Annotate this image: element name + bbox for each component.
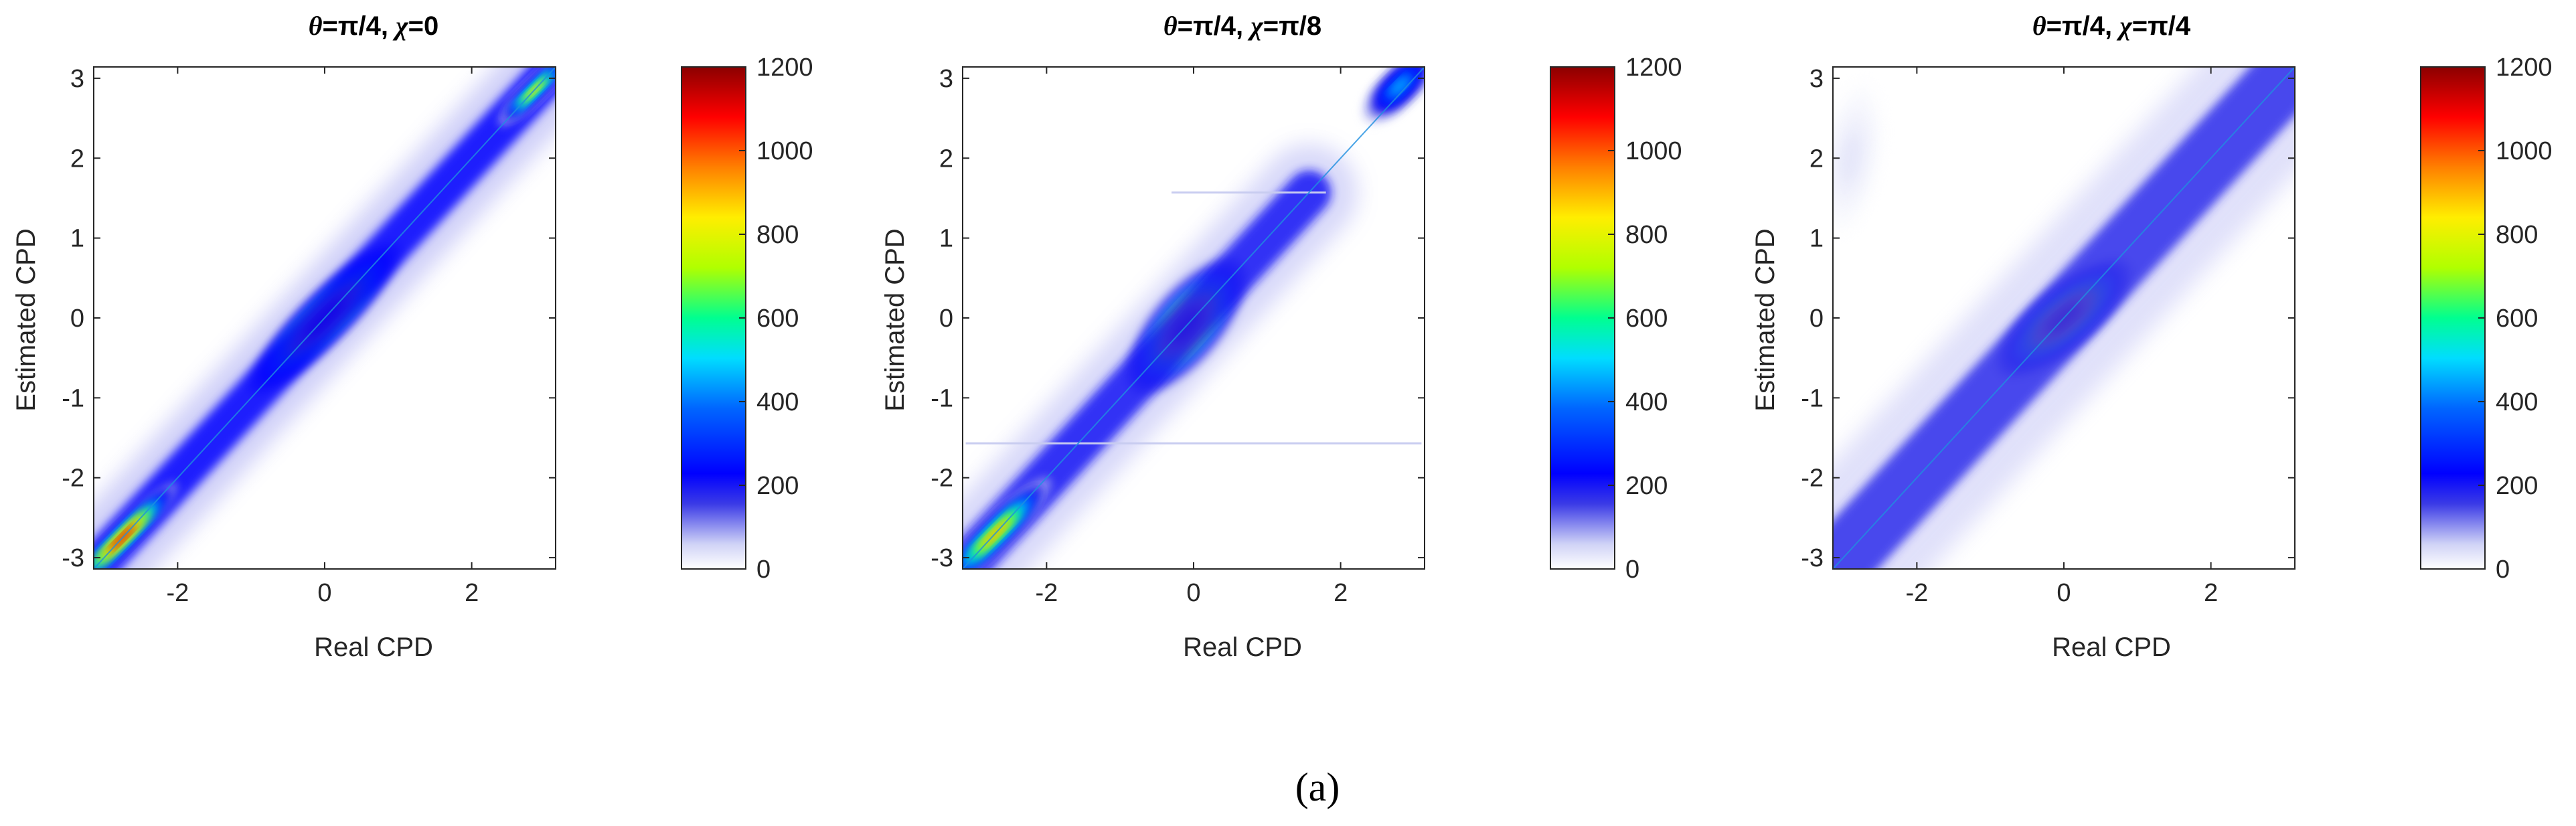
colorbar-tick-label: 1200 bbox=[1625, 54, 1682, 82]
panel-2-title: θ=π/4, χ=π/8 bbox=[1163, 11, 1321, 41]
heatmap bbox=[94, 67, 556, 569]
title-theta: θ bbox=[2032, 11, 2046, 41]
colorbar-tick-label: 1000 bbox=[2496, 137, 2553, 165]
panel-3: θ=π/4, χ=π/4 -2 0 2 -3 -2 -1 0 1 2 3 Real CPD Est… bbox=[1751, 11, 2553, 662]
colorbar-tick-label: 600 bbox=[756, 305, 799, 333]
y-tick-label: -1 bbox=[62, 384, 84, 412]
panel-1-title: θ=π/4, χ=0 bbox=[309, 11, 439, 41]
y-tick-label: -2 bbox=[1801, 465, 1824, 493]
colorbar-tick-label: 0 bbox=[1625, 556, 1639, 584]
y-tick-label: 0 bbox=[1809, 305, 1824, 333]
plot-area-1: -2 0 2 -3 -2 -1 0 1 2 3 bbox=[62, 65, 556, 607]
y-tick-label: -2 bbox=[931, 465, 953, 493]
colorbar-tick-label: 200 bbox=[2496, 472, 2538, 500]
ylabel-3: Estimated CPD bbox=[1751, 228, 1780, 411]
x-tick-label: -2 bbox=[1035, 579, 1058, 607]
y-tick-label: 3 bbox=[1809, 65, 1824, 93]
x-tick-label: 2 bbox=[2204, 579, 2218, 607]
y-tick-label: -1 bbox=[1801, 384, 1824, 412]
title-part: =π/4 bbox=[2132, 11, 2191, 41]
x-tick-label: 2 bbox=[465, 579, 479, 607]
y-tick-label: 2 bbox=[1809, 145, 1824, 173]
colorbar-gradient bbox=[1550, 66, 1615, 570]
colorbar-tick-label: 800 bbox=[2496, 221, 2538, 249]
colorbar-tick-label: 800 bbox=[756, 221, 799, 249]
colorbar-tick-label: 600 bbox=[1625, 305, 1668, 333]
x-tick-label: 0 bbox=[1186, 579, 1200, 607]
y-tick-label: 1 bbox=[70, 225, 84, 253]
x-tick-label: -2 bbox=[166, 579, 189, 607]
colorbar-tick-label: 0 bbox=[756, 556, 771, 584]
identity-line bbox=[963, 67, 1425, 569]
title-chi: χ bbox=[1247, 11, 1264, 41]
title-part: =π/4, bbox=[1178, 11, 1251, 41]
panel-1: θ=π/4, χ=0 -2 0 2 -3 -2 -1 0 1 2 3 Real CPD Estim… bbox=[11, 11, 813, 662]
x-tick-label: -2 bbox=[1905, 579, 1928, 607]
colorbar-tick-label: 1000 bbox=[756, 137, 813, 165]
title-theta: θ bbox=[1163, 11, 1178, 41]
panel-2: θ=π/4, χ=π/8 -2 0 2 -3 -2 -1 0 1 2 3 Real CPD Est… bbox=[880, 11, 1682, 662]
x-tick-label: 2 bbox=[1334, 579, 1348, 607]
y-tick-label: 2 bbox=[70, 145, 84, 173]
colorbar-tick-label: 600 bbox=[2496, 305, 2538, 333]
colorbar-tick-label: 200 bbox=[1625, 472, 1668, 500]
y-tick-label: 3 bbox=[939, 65, 953, 93]
title-chi: χ bbox=[2116, 11, 2133, 41]
title-part: =π/4, bbox=[322, 11, 396, 41]
title-chi: χ bbox=[392, 11, 409, 41]
title-theta: θ bbox=[309, 11, 323, 41]
colorbar-tick-label: 1000 bbox=[1625, 137, 1682, 165]
colorbar-3: 0 200 400 600 800 1000 1200 bbox=[2420, 54, 2553, 584]
x-tick-label: 0 bbox=[317, 579, 331, 607]
y-tick-label: 0 bbox=[939, 305, 953, 333]
colorbar-tick-label: 0 bbox=[2496, 556, 2510, 584]
y-tick-label: 1 bbox=[1809, 225, 1824, 253]
colorbar-tick-label: 1200 bbox=[756, 54, 813, 82]
title-part: =π/4, bbox=[2046, 11, 2120, 41]
figure-label: (a) bbox=[1295, 765, 1340, 809]
y-tick-label: 2 bbox=[939, 145, 953, 173]
heatmap-blob bbox=[1842, 138, 1860, 179]
title-part: =0 bbox=[408, 11, 439, 41]
colorbar-tick-label: 800 bbox=[1625, 221, 1668, 249]
colorbar-tick-label: 400 bbox=[2496, 388, 2538, 416]
y-tick-label: -3 bbox=[1801, 544, 1824, 572]
y-tick-label: -3 bbox=[931, 544, 953, 572]
panel-3-title: θ=π/4, χ=π/4 bbox=[2032, 11, 2191, 41]
x-tick-label: 0 bbox=[2057, 579, 2071, 607]
heatmap bbox=[1833, 67, 2295, 569]
y-tick-label: 3 bbox=[70, 65, 84, 93]
xlabel-3: Real CPD bbox=[2052, 633, 2171, 662]
colorbar-2: 0 200 400 600 800 1000 1200 bbox=[1550, 54, 1682, 584]
xlabel-2: Real CPD bbox=[1183, 633, 1302, 662]
y-tick-label: -3 bbox=[62, 544, 84, 572]
plot-area-2: -2 0 2 -3 -2 -1 0 1 2 3 bbox=[931, 65, 1425, 607]
colorbar-tick-label: 400 bbox=[1625, 388, 1668, 416]
ylabel-1: Estimated CPD bbox=[11, 228, 41, 411]
y-tick-label: 1 bbox=[939, 225, 953, 253]
ylabel-2: Estimated CPD bbox=[880, 228, 910, 411]
colorbar-gradient bbox=[2420, 66, 2486, 570]
plot-area-3: -2 0 2 -3 -2 -1 0 1 2 3 bbox=[1801, 65, 2296, 607]
title-part: =π/8 bbox=[1263, 11, 1321, 41]
identity-line bbox=[1833, 67, 2295, 569]
heatmap-blob bbox=[1390, 77, 1409, 96]
colorbar-gradient bbox=[681, 66, 746, 570]
y-tick-label: -2 bbox=[62, 465, 84, 493]
colorbar-tick-label: 400 bbox=[756, 388, 799, 416]
identity-line bbox=[94, 67, 556, 569]
xlabel-1: Real CPD bbox=[314, 633, 433, 662]
y-tick-label: 0 bbox=[70, 305, 84, 333]
y-tick-label: -1 bbox=[931, 384, 953, 412]
colorbar-1: 0 200 400 600 800 1000 1200 bbox=[681, 54, 813, 584]
colorbar-tick-label: 200 bbox=[756, 472, 799, 500]
heatmap bbox=[963, 67, 1425, 569]
colorbar-tick-label: 1200 bbox=[2496, 54, 2553, 82]
